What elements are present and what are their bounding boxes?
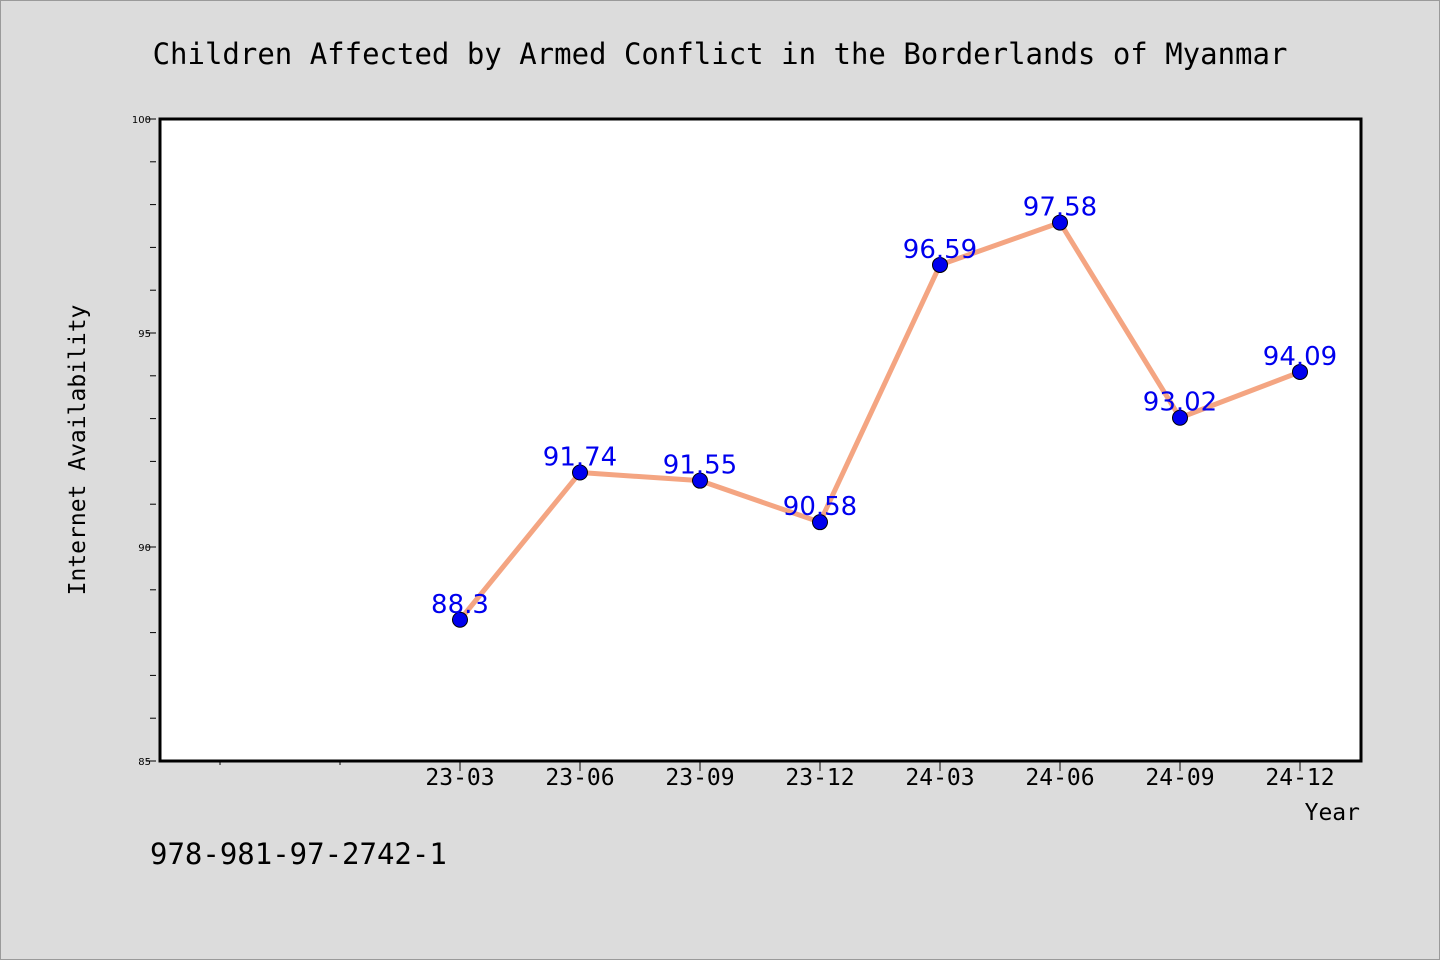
data-label: 94.09	[1263, 342, 1337, 372]
data-point	[452, 611, 468, 628]
x-tick-label: 23-03	[425, 765, 494, 791]
x-tick-label: 23-12	[785, 765, 854, 791]
data-point	[572, 464, 588, 481]
y-axis-ticks: 85 90 95 100	[132, 115, 156, 768]
data-label: 96.59	[903, 235, 977, 265]
x-axis-ticks: 23-03 23-06 23-09 23-12 24-03 24-06 24-09 24-12	[219, 762, 1335, 791]
y-tick-label: 100	[132, 115, 151, 126]
data-label: 97.58	[1023, 193, 1097, 223]
y-tick-label: 90	[138, 543, 151, 554]
data-label: 88.3	[431, 590, 489, 620]
data-point	[1172, 409, 1188, 426]
data-point	[1052, 214, 1068, 231]
data-label-layer: 88.3 91.74 91.55 90.58 96.59 97.58 93.02 94.09	[431, 193, 1337, 620]
data-label: 93.02	[1143, 388, 1217, 418]
data-point	[1292, 363, 1308, 380]
y-tick-label: 95	[138, 329, 151, 340]
x-tick-label: 24-09	[1145, 765, 1214, 791]
data-label: 91.74	[543, 443, 617, 473]
x-tick-label: 23-06	[545, 765, 614, 791]
data-label: 91.55	[663, 451, 737, 481]
series-layer	[457, 220, 1303, 623]
plot-area	[158, 117, 1363, 763]
series-line	[457, 220, 1303, 623]
data-label: 90.58	[783, 492, 857, 522]
y-tick-label: 85	[138, 757, 151, 768]
isbn-text: 978-981-97-2742-1	[150, 837, 447, 871]
x-tick-label: 24-03	[905, 765, 974, 791]
marker-layer	[452, 214, 1308, 628]
x-axis-label: Year	[1305, 800, 1360, 826]
data-point	[932, 256, 948, 273]
x-tick-label: 23-09	[665, 765, 734, 791]
y-axis-label: Internet Availability	[65, 305, 91, 596]
data-point	[812, 514, 828, 531]
x-tick-label: 24-06	[1025, 765, 1094, 791]
data-point	[692, 472, 708, 489]
chart-title: Children Affected by Armed Conflict in t…	[153, 37, 1288, 71]
x-tick-label: 24-12	[1265, 765, 1334, 791]
